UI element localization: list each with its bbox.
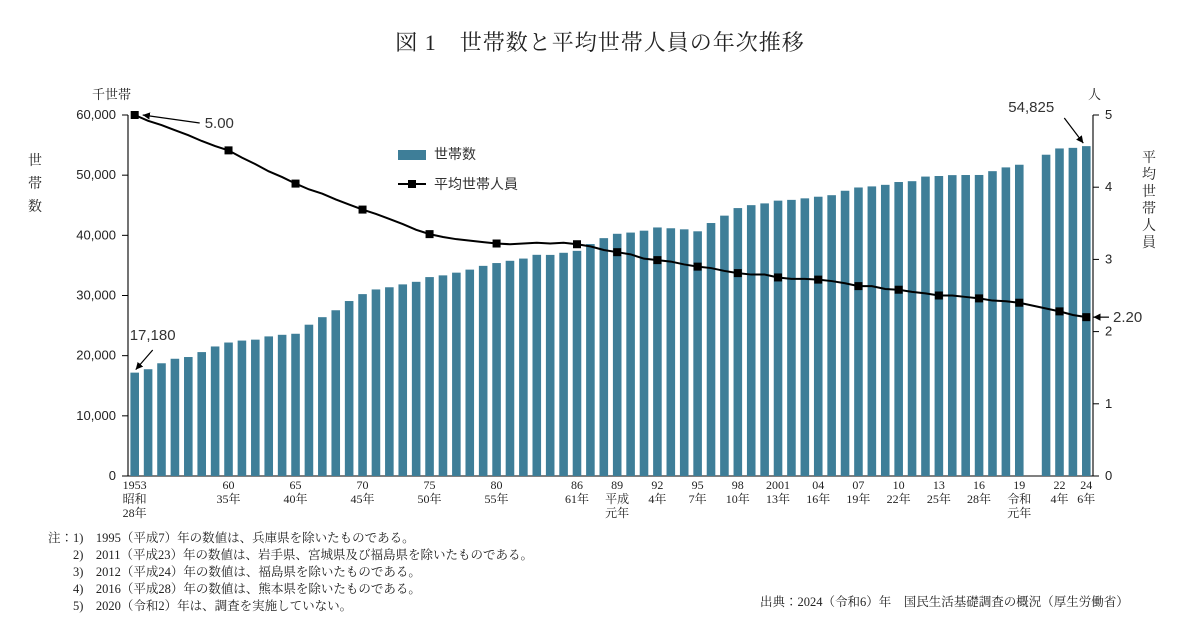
svg-text:30,000: 30,000: [76, 288, 116, 303]
svg-text:5: 5: [1105, 107, 1112, 122]
svg-text:1: 1: [1105, 396, 1112, 411]
svg-text:20,000: 20,000: [76, 348, 116, 363]
svg-text:世帯数: 世帯数: [434, 146, 476, 162]
svg-text:4: 4: [1105, 179, 1112, 194]
svg-text:54,825: 54,825: [1008, 99, 1054, 116]
svg-text:40,000: 40,000: [76, 227, 116, 242]
svg-text:2.20: 2.20: [1113, 309, 1142, 326]
svg-text:10,000: 10,000: [76, 408, 116, 423]
svg-text:17,180: 17,180: [130, 327, 176, 344]
svg-text:平均世帯人員: 平均世帯人員: [434, 176, 518, 192]
svg-text:50,000: 50,000: [76, 167, 116, 182]
svg-text:2: 2: [1105, 324, 1112, 339]
svg-text:3: 3: [1105, 251, 1112, 266]
svg-text:5.00: 5.00: [205, 115, 234, 132]
svg-text:60,000: 60,000: [76, 107, 116, 122]
